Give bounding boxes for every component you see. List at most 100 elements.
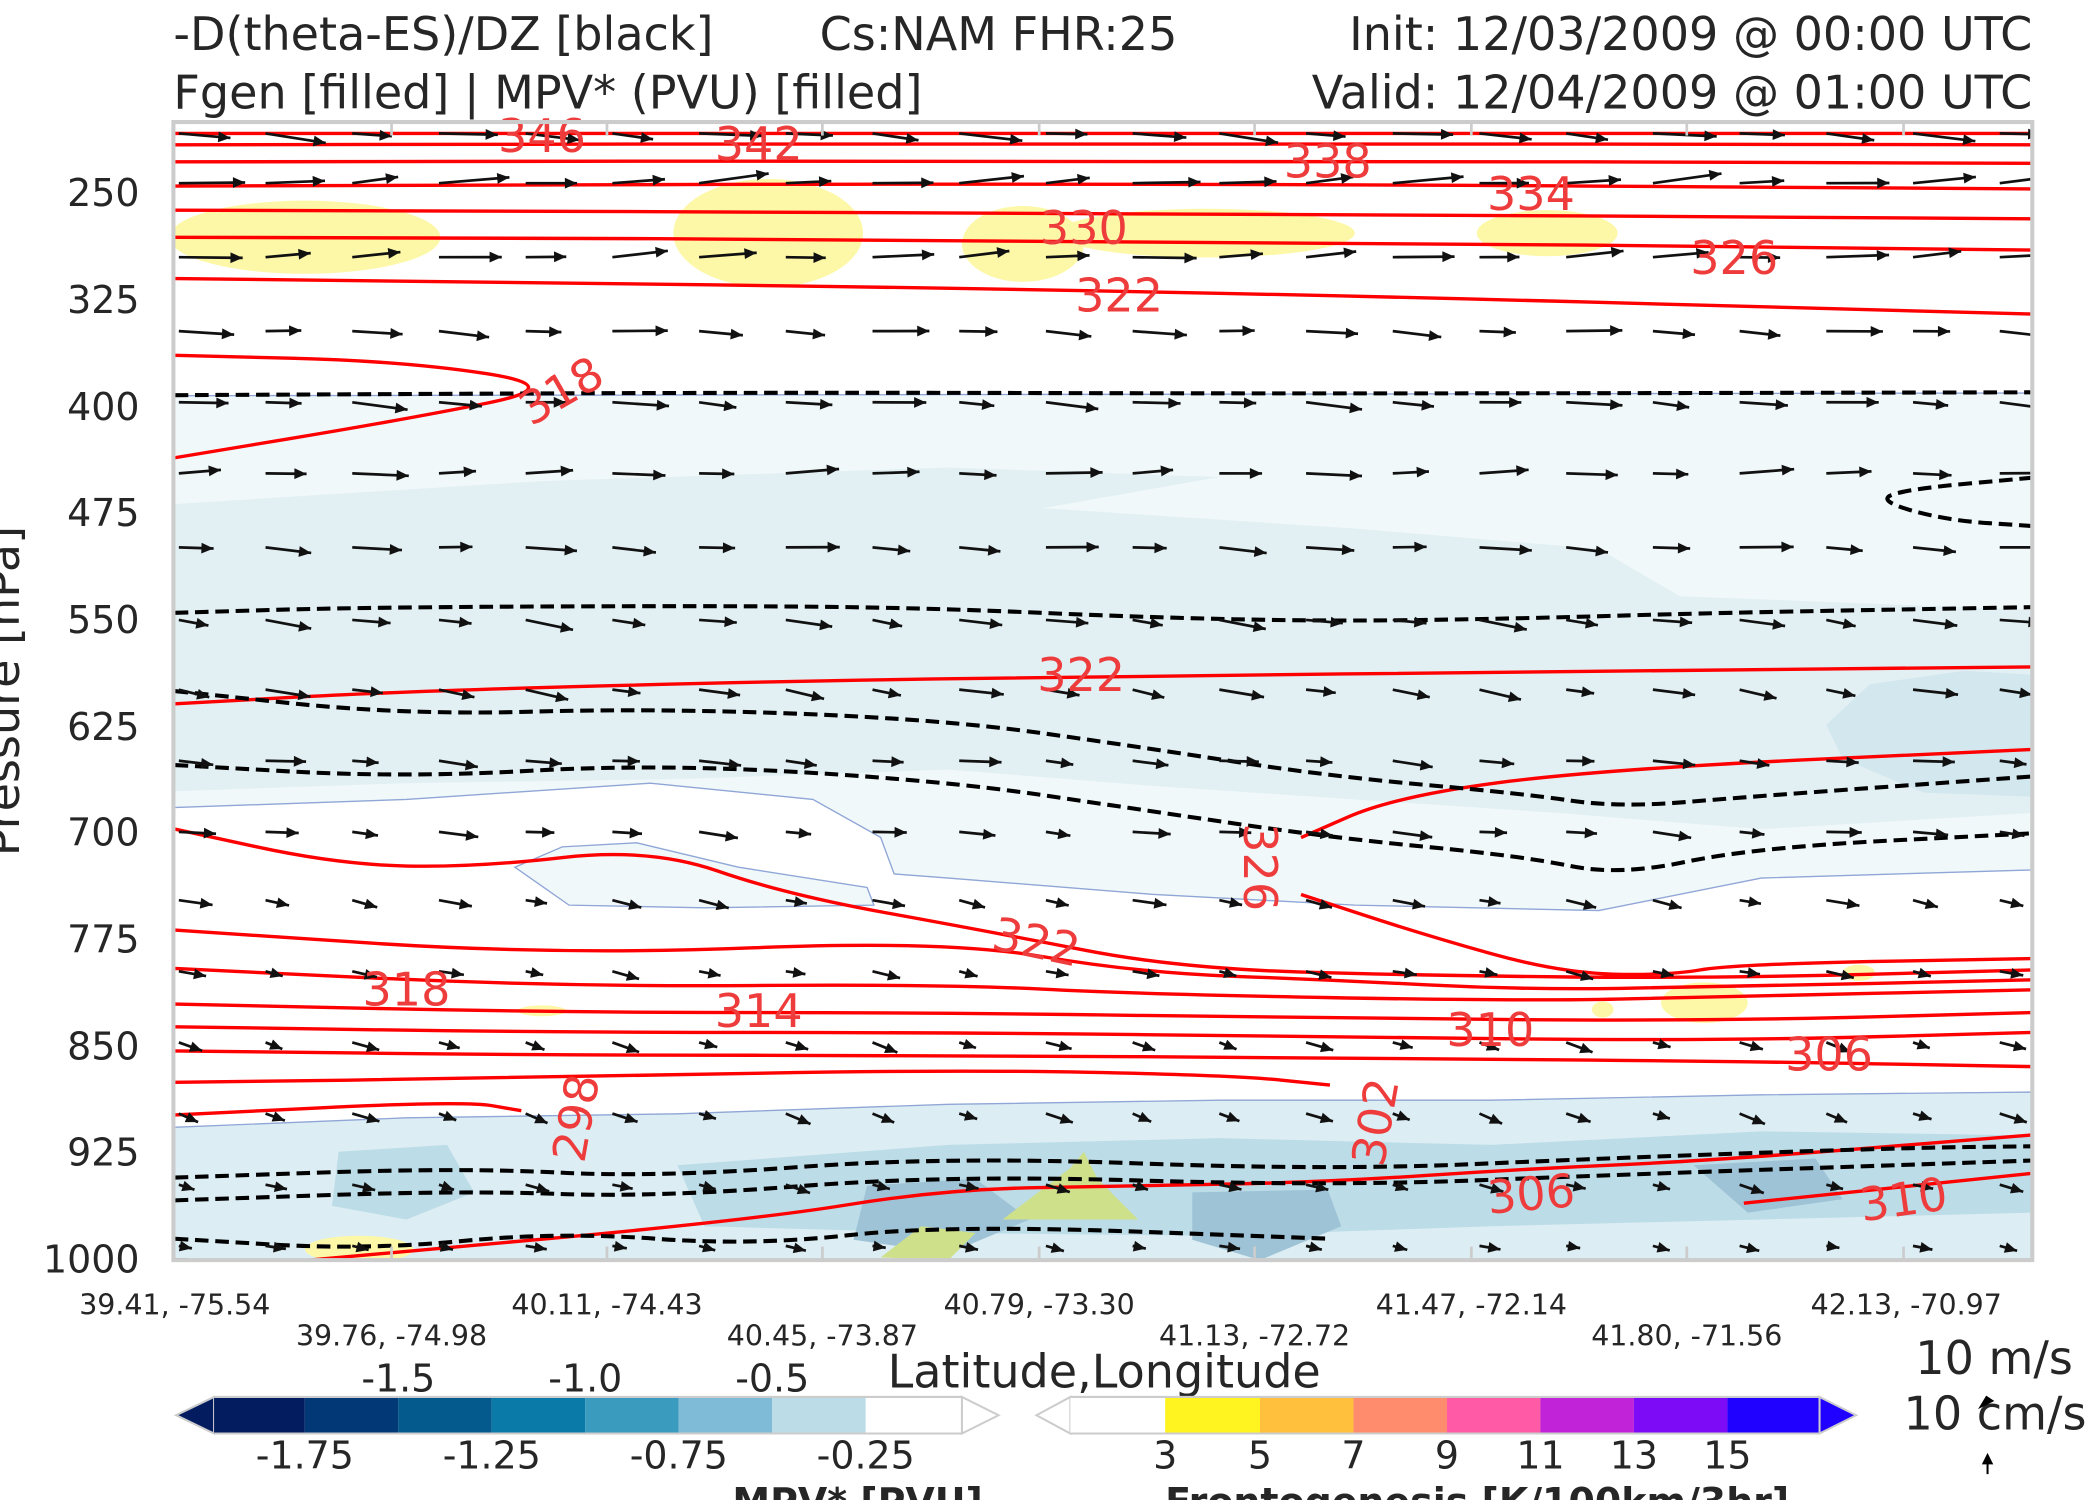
x-tick-label: 42.13, -70.97	[1811, 1288, 2002, 1321]
wind-arrow	[1479, 896, 1501, 907]
theta-contour-318	[174, 928, 2033, 991]
wind-arrow	[1912, 1110, 1932, 1121]
wind-arrow	[1912, 545, 1957, 556]
wind-arrow	[1912, 756, 1955, 768]
y-tick-label: 700	[67, 811, 139, 855]
frontogenesis-colorbar	[1034, 1395, 1859, 1436]
wind-arrow	[959, 399, 995, 410]
wind-arrow	[1305, 1041, 1334, 1053]
theta-contour-310	[174, 1002, 2033, 1022]
wind-arrow	[1219, 325, 1255, 337]
wind-arrow	[1132, 617, 1163, 629]
wind-arrow	[612, 246, 668, 259]
wind-arrow	[1826, 1240, 1840, 1252]
wind-arrow	[1826, 756, 1859, 768]
wind-arrow	[525, 251, 567, 263]
colorbar-segment	[1727, 1396, 1820, 1434]
wind-arrow	[438, 1241, 454, 1252]
wind-arrow	[438, 172, 510, 185]
wind-arrow	[352, 686, 384, 698]
wind-arrow	[1045, 1183, 1071, 1194]
wind-arrow	[525, 967, 544, 978]
wind-arrow	[1565, 617, 1599, 629]
mpv-tick-label: -0.25	[817, 1434, 915, 1478]
wind-arrow	[1479, 396, 1522, 408]
wind-arrow	[785, 967, 806, 978]
wind-arrow	[1479, 618, 1528, 633]
wind-arrow	[1219, 176, 1277, 188]
wind-arrow	[1566, 246, 1624, 259]
wind-arrow	[1912, 398, 1949, 410]
colorbar-segment	[1260, 1396, 1354, 1434]
wind-arrow	[1999, 757, 2027, 769]
theta-contour-322	[174, 665, 2033, 706]
wind-arrow	[699, 468, 735, 480]
wind-arrow	[1652, 247, 1709, 259]
theta-contour-330	[174, 208, 2033, 221]
wind-arrow	[1999, 967, 2024, 979]
contour-label: 306	[1485, 1163, 1577, 1224]
theta-contour-314	[174, 966, 2033, 1002]
wind-arrow	[1999, 1112, 2028, 1124]
wind-arrow	[698, 688, 741, 699]
wind-arrow	[1565, 898, 1597, 910]
wind-arrow	[1652, 758, 1696, 770]
contour-label: 330	[1040, 201, 1128, 255]
colorbar-segment	[585, 1396, 679, 1434]
plot-frame	[171, 120, 2035, 1263]
wind-arrow	[611, 1041, 640, 1054]
theta-contour-306	[309, 1133, 2033, 1261]
wind-arrow	[1479, 544, 1532, 556]
wind-arrow	[959, 469, 997, 481]
contour-label: 326	[1233, 823, 1287, 911]
wind-arrow	[1305, 400, 1363, 414]
wind-arrow	[352, 247, 401, 259]
wind-arrow	[1566, 755, 1595, 767]
wind-arrow	[1912, 898, 1939, 910]
wind-arrow	[1132, 1180, 1149, 1192]
wind-arrow	[1566, 686, 1595, 698]
wind-arrow	[785, 541, 840, 553]
wind-arrow	[1739, 896, 1762, 908]
y-tick-label: 550	[67, 598, 139, 642]
wind-arrow	[1132, 828, 1171, 839]
colorbar-segment	[398, 1396, 492, 1434]
wind-arrow	[1219, 1241, 1241, 1253]
wind-arrow	[958, 898, 986, 910]
wind-arrow	[265, 397, 302, 409]
wind-arrow	[1305, 173, 1354, 185]
wind-arrow	[1826, 132, 1875, 144]
colorbar-extend-high	[960, 1395, 1001, 1436]
y-tick-label: 775	[67, 918, 139, 962]
wind-arrow	[1912, 828, 1949, 840]
wind-arrow	[1999, 471, 2033, 475]
wind-arrow	[1479, 1242, 1501, 1253]
wind-arrow	[1652, 400, 1690, 412]
wind-arrow	[1219, 1181, 1242, 1193]
wind-arrow	[1219, 827, 1252, 838]
wind-arrow	[612, 174, 666, 186]
wind-arrow	[699, 129, 763, 141]
wind-arrow	[1652, 616, 1693, 628]
wind-arrow	[1999, 897, 2024, 909]
wind-arrow	[525, 1182, 550, 1194]
wind-arrow	[1132, 968, 1160, 980]
wind-arrow	[1045, 1040, 1072, 1052]
plot-area	[173, 122, 2033, 1261]
fgen-colorbar-title: Frontogenesis [K/100km/3hr]	[1165, 1480, 1789, 1500]
wind-arrow	[785, 1242, 807, 1254]
wind-arrow	[959, 828, 996, 840]
wind-arrow	[785, 464, 840, 476]
wind-arrow	[351, 898, 378, 910]
wind-arrow	[178, 177, 246, 189]
wind-arrow	[698, 169, 769, 185]
colorbar-extend-low	[173, 1395, 216, 1436]
wind-arrow	[1739, 1040, 1764, 1052]
wind-arrow	[1045, 967, 1069, 979]
contour-label: 334	[1487, 167, 1575, 221]
reference-arrow-small-icon	[1978, 1395, 1995, 1410]
theta-contour-322	[174, 276, 2033, 316]
wind-arrow	[698, 1038, 718, 1050]
wind-arrow	[352, 828, 379, 840]
wind-arrow	[525, 132, 580, 144]
